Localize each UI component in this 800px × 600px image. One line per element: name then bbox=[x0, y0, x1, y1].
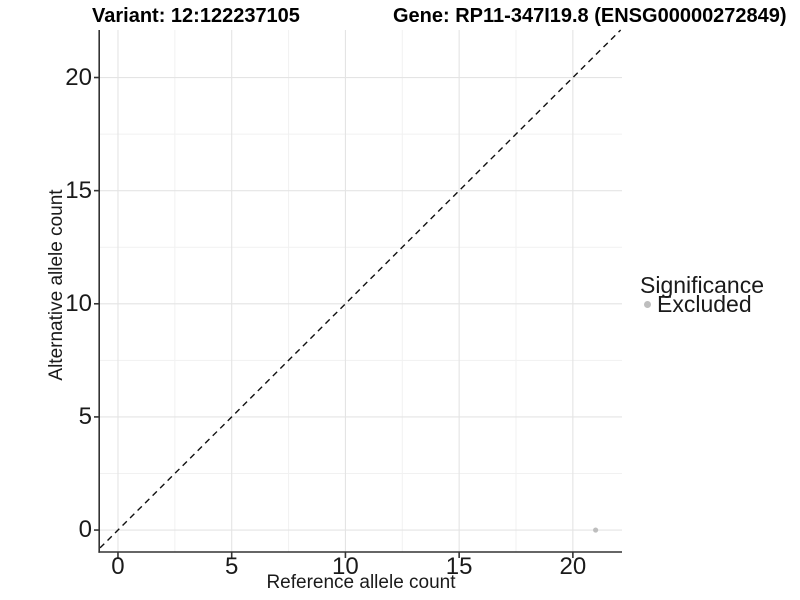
x-tick-label: 10 bbox=[332, 553, 359, 580]
identity-dashed-line bbox=[99, 29, 622, 549]
x-tick-label: 5 bbox=[225, 553, 239, 580]
y-tick-label: 0 bbox=[78, 516, 92, 544]
y-tick-label: 5 bbox=[78, 402, 92, 430]
y-tick-label: 15 bbox=[65, 176, 92, 204]
y-axis-title: Alternative allele count bbox=[46, 189, 67, 381]
legend-item-label: Excluded bbox=[657, 291, 752, 317]
x-axis-title: Reference allele count bbox=[266, 572, 456, 593]
data-point bbox=[593, 527, 599, 533]
legend-title: Significance bbox=[640, 272, 765, 298]
x-tick-label: 0 bbox=[111, 553, 125, 580]
legend: Significance Excluded bbox=[640, 272, 765, 317]
y-tick-label: 10 bbox=[65, 289, 92, 317]
plot-title-variant: Variant: 12:122237105 bbox=[92, 5, 300, 27]
legend-point-icon bbox=[644, 301, 651, 308]
x-tick-label: 15 bbox=[445, 553, 473, 580]
plot-title-gene: Gene: RP11-347I19.8 (ENSG00000272849) bbox=[393, 5, 787, 27]
legend-item-excluded: Excluded bbox=[640, 291, 764, 317]
x-tick-label: 20 bbox=[559, 553, 587, 580]
y-tick-label: 20 bbox=[65, 63, 92, 91]
